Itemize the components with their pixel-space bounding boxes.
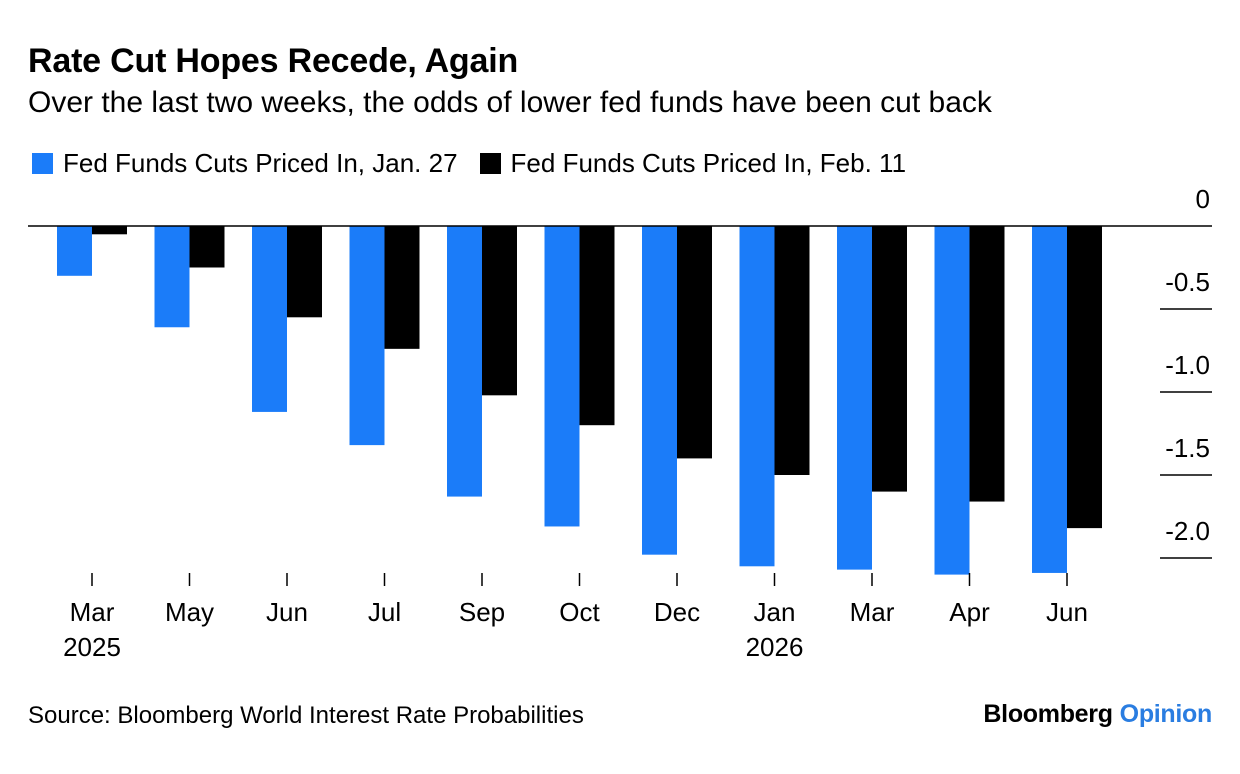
- bar-series-b: [579, 226, 615, 426]
- bar-chart: 0 -0.5 -1.0 -1.5 -2.0 Mar 2025 May Jun Jul Sep Oct D…: [28, 184, 1212, 662]
- bar-series-a: [447, 226, 482, 497]
- x-tick-label: Oct: [559, 597, 600, 627]
- chart-legend: Fed Funds Cuts Priced In, Jan. 27 Fed Fu…: [32, 148, 928, 179]
- bar-series-a: [1032, 226, 1067, 573]
- bar-series-a: [837, 226, 872, 570]
- bar-series-a: [57, 226, 92, 276]
- y-tick-label: -1.5: [1165, 433, 1210, 463]
- bar-series-a: [642, 226, 677, 555]
- bar-series-a: [349, 226, 385, 446]
- x-tick-label: Mar: [850, 597, 895, 627]
- y-tick-label: 0: [1196, 184, 1210, 214]
- x-tick-label: Sep: [459, 597, 505, 627]
- bar-series-b: [1067, 226, 1102, 529]
- bar-series-b: [872, 226, 907, 492]
- x-tick-label: Jun: [266, 597, 308, 627]
- chart-subtitle: Over the last two weeks, the odds of low…: [28, 86, 992, 119]
- y-tick-label: -1.0: [1165, 350, 1210, 380]
- bar-series-b: [677, 226, 712, 459]
- bar-series-b: [384, 226, 420, 349]
- brand-section: Opinion: [1119, 700, 1213, 728]
- bar-series-a: [154, 226, 190, 328]
- x-tick-year-label: 2025: [63, 632, 121, 662]
- bar-series-a: [252, 226, 287, 412]
- x-tick-year-label: 2026: [746, 632, 804, 662]
- bar-series-a: [934, 226, 970, 575]
- x-tick-label: Jul: [368, 597, 401, 627]
- x-tick-label: Jan: [754, 597, 796, 627]
- bar-series-b: [482, 226, 517, 396]
- bloomberg-opinion-logo: Bloomberg Opinion: [983, 700, 1212, 729]
- x-tick-label: May: [165, 597, 214, 627]
- y-tick-label: -2.0: [1165, 516, 1210, 546]
- bar-series-a: [544, 226, 580, 527]
- bar-series-b: [189, 226, 225, 268]
- y-tick-label: -0.5: [1165, 267, 1210, 297]
- legend-label-series-b: Fed Funds Cuts Priced In, Feb. 11: [510, 148, 907, 178]
- brand-name: Bloomberg: [983, 700, 1113, 728]
- legend-swatch-series-b: [479, 153, 501, 174]
- x-tick-label: Dec: [654, 597, 700, 627]
- bar-series-b: [287, 226, 322, 318]
- legend-swatch-series-a: [32, 153, 53, 174]
- chart-title: Rate Cut Hopes Recede, Again: [28, 42, 519, 80]
- legend-item-series-b: Fed Funds Cuts Priced In, Feb. 11: [479, 148, 907, 179]
- bar-series-b: [969, 226, 1005, 502]
- x-tick-label: Apr: [949, 597, 990, 627]
- source-note: Source: Bloomberg World Interest Rate Pr…: [28, 702, 584, 729]
- legend-label-series-a: Fed Funds Cuts Priced In, Jan. 27: [63, 148, 458, 178]
- bar-series-b: [774, 226, 810, 475]
- x-tick-label: Mar: [70, 597, 115, 627]
- bar-series-a: [739, 226, 775, 567]
- bar-series-b: [92, 226, 127, 235]
- x-tick-label: Jun: [1046, 597, 1088, 627]
- legend-item-series-a: Fed Funds Cuts Priced In, Jan. 27: [32, 148, 458, 179]
